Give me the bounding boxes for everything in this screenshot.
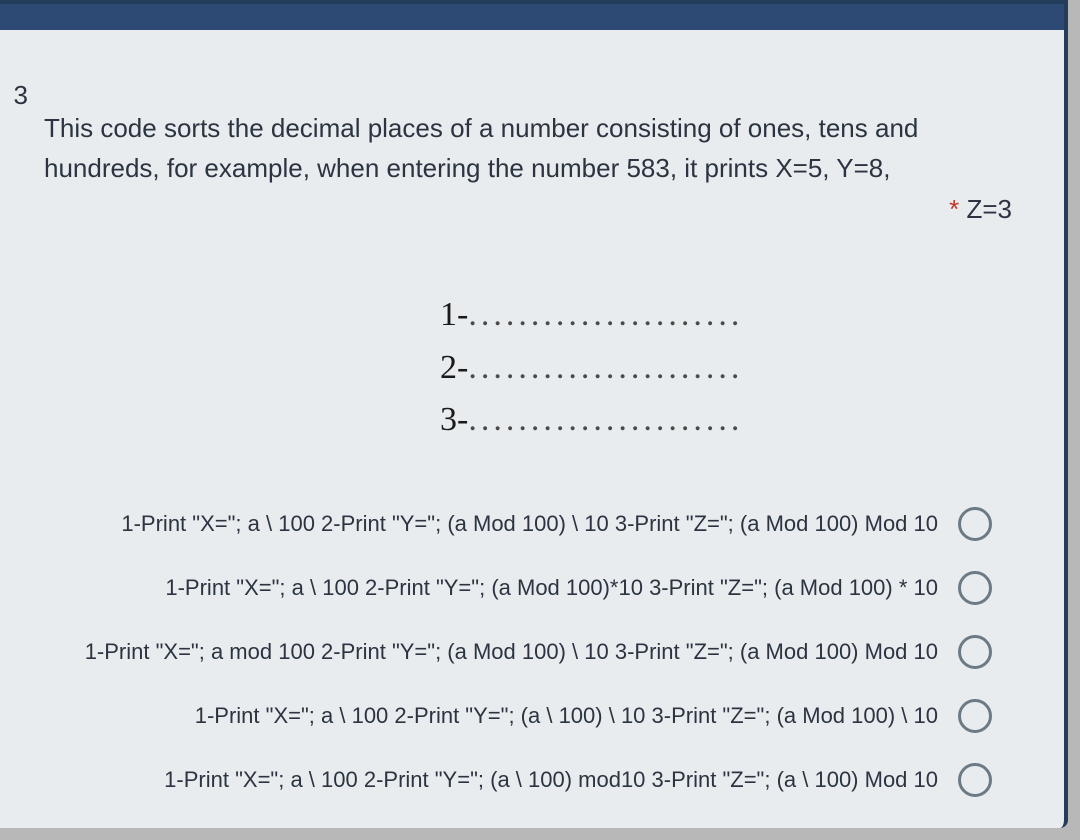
blank-3: 3-...................... — [440, 394, 1016, 447]
option-4-text: 1-Print "X="; a \ 100 2-Print "Y="; (a \… — [195, 703, 938, 729]
option-2-text: 1-Print "X="; a \ 100 2-Print "Y="; (a M… — [165, 575, 938, 601]
option-5[interactable]: 1-Print "X="; a \ 100 2-Print "Y="; (a \… — [0, 763, 992, 797]
required-marker: * — [949, 194, 959, 224]
blank-2: 2-...................... — [440, 342, 1016, 395]
option-3[interactable]: 1-Print "X="; a mod 100 2-Print "Y="; (a… — [0, 635, 992, 669]
option-1[interactable]: 1-Print "X="; a \ 100 2-Print "Y="; (a M… — [0, 507, 992, 541]
radio-icon[interactable] — [958, 507, 992, 541]
radio-icon[interactable] — [958, 699, 992, 733]
radio-icon[interactable] — [958, 763, 992, 797]
question-number: 3 — [0, 80, 28, 111]
form-page: 3 This code sorts the decimal places of … — [0, 0, 1068, 828]
top-border-bar — [0, 4, 1064, 30]
option-1-text: 1-Print "X="; a \ 100 2-Print "Y="; (a M… — [121, 511, 938, 537]
option-3-text: 1-Print "X="; a mod 100 2-Print "Y="; (a… — [85, 639, 938, 665]
option-4[interactable]: 1-Print "X="; a \ 100 2-Print "Y="; (a \… — [0, 699, 992, 733]
radio-icon[interactable] — [958, 571, 992, 605]
option-2[interactable]: 1-Print "X="; a \ 100 2-Print "Y="; (a M… — [0, 571, 992, 605]
options-group: 1-Print "X="; a \ 100 2-Print "Y="; (a M… — [0, 507, 1016, 797]
question-line-2: hundreds, for example, when entering the… — [44, 153, 891, 183]
content-area: This code sorts the decimal places of a … — [0, 30, 1064, 797]
blank-2-dots: ...................... — [468, 349, 743, 386]
question-line-1: This code sorts the decimal places of a … — [44, 113, 918, 143]
radio-icon[interactable] — [958, 635, 992, 669]
question-text: This code sorts the decimal places of a … — [44, 108, 1016, 229]
option-5-text: 1-Print "X="; a \ 100 2-Print "Y="; (a \… — [164, 767, 938, 793]
blank-1-prefix: 1- — [440, 296, 468, 333]
blank-3-prefix: 3- — [440, 401, 468, 438]
fill-blanks: 1-...................... 2-.............… — [440, 289, 1016, 447]
blank-1: 1-...................... — [440, 289, 1016, 342]
blank-3-dots: ...................... — [468, 401, 743, 438]
blank-1-dots: ...................... — [468, 296, 743, 333]
question-z-value: Z=3 — [966, 194, 1012, 224]
screen-frame: 3 This code sorts the decimal places of … — [0, 0, 1080, 840]
blank-2-prefix: 2- — [440, 349, 468, 386]
